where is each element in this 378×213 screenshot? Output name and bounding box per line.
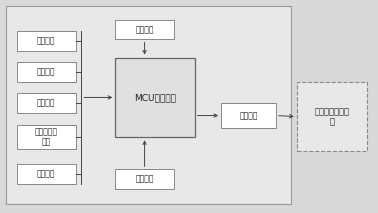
Text: 显示模块: 显示模块 — [135, 25, 154, 34]
Bar — [115, 20, 174, 39]
Bar — [17, 125, 76, 149]
Bar — [17, 93, 76, 113]
Bar — [221, 103, 276, 128]
Bar — [297, 82, 367, 151]
Bar — [6, 6, 291, 204]
Text: 电源模块: 电源模块 — [135, 174, 154, 183]
Bar — [17, 164, 76, 184]
Text: 位置云基础
模块: 位置云基础 模块 — [35, 127, 58, 147]
Text: 网络模块: 网络模块 — [239, 111, 258, 120]
Bar — [115, 169, 174, 189]
Bar — [17, 62, 76, 82]
Text: 音频模块: 音频模块 — [37, 98, 56, 107]
Bar — [17, 31, 76, 51]
Bar — [115, 58, 195, 137]
Text: 扩展模块: 扩展模块 — [37, 170, 56, 179]
Text: 视频模块: 视频模块 — [37, 67, 56, 76]
Text: 位置云通讯中间
件: 位置云通讯中间 件 — [314, 107, 349, 126]
Text: 北斗模块: 北斗模块 — [37, 36, 56, 46]
Text: MCU主控模块: MCU主控模块 — [134, 93, 176, 102]
